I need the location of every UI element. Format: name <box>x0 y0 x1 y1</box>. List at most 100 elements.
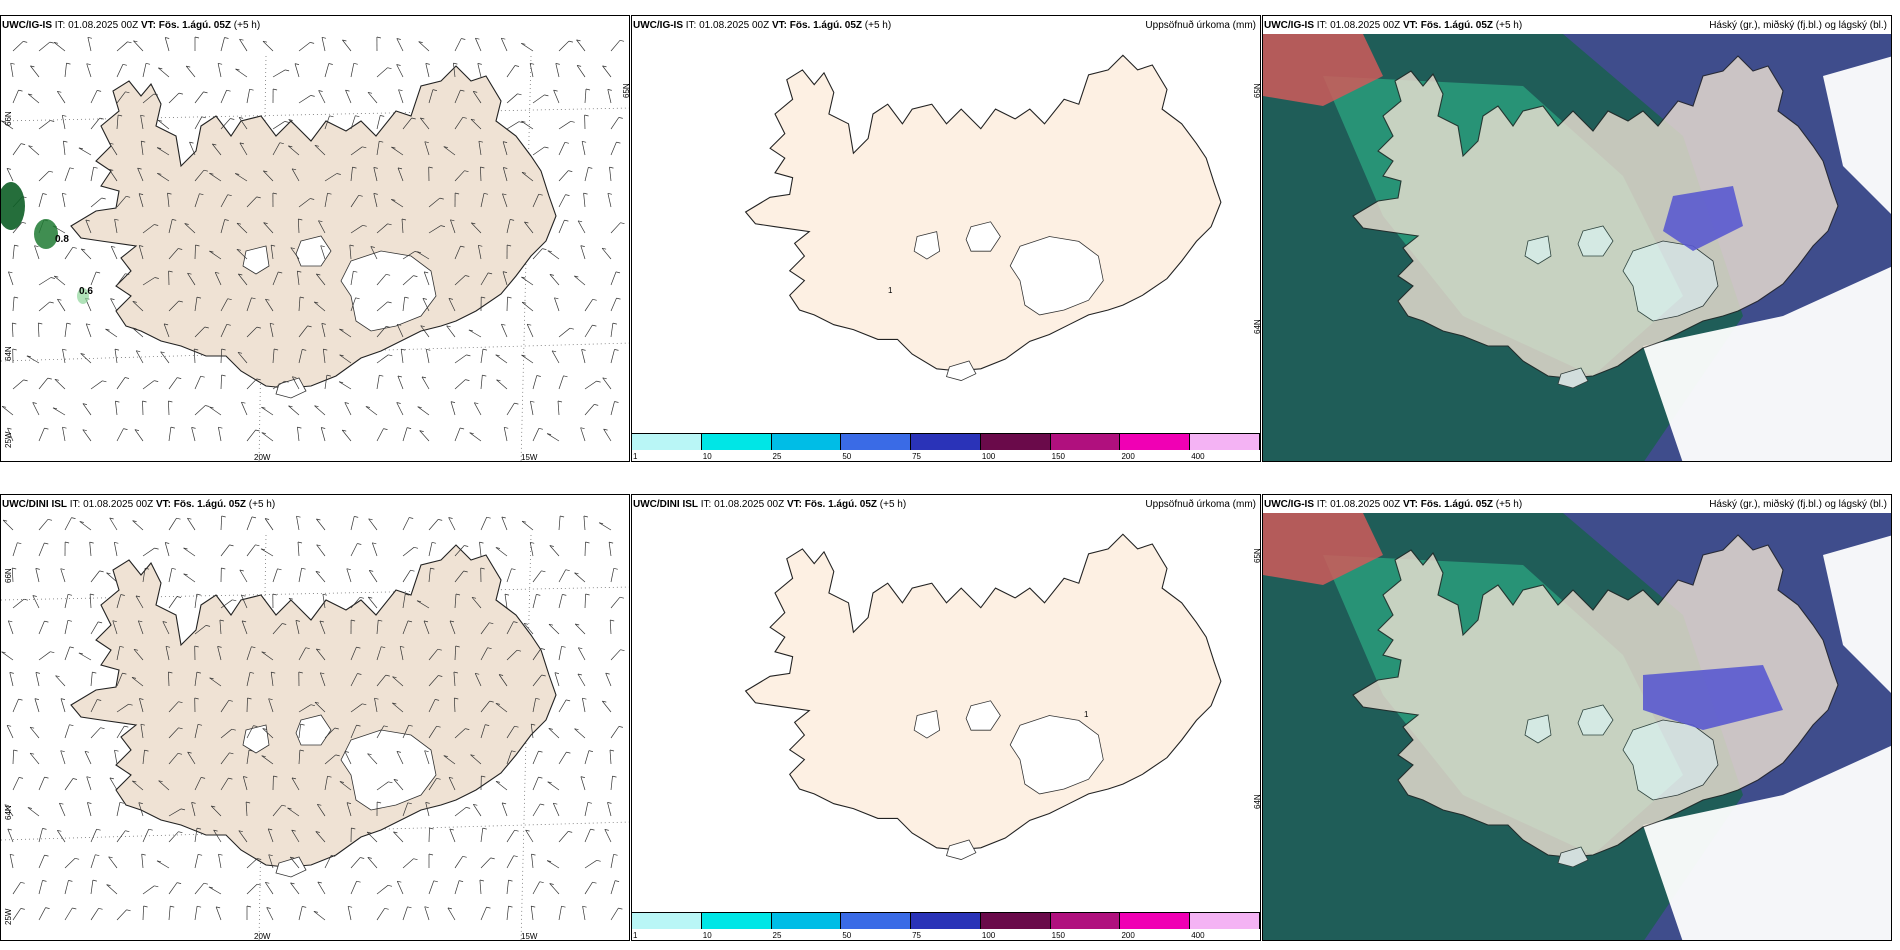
wind-barb-tick <box>199 193 204 196</box>
wind-barb <box>548 623 560 635</box>
wind-barb <box>553 89 560 104</box>
wind-barb <box>295 620 300 635</box>
wind-barb-tick <box>99 570 104 573</box>
wind-barb-tick <box>607 802 612 804</box>
wind-barb <box>298 325 308 338</box>
wind-barb-tick <box>513 621 518 623</box>
wind-barb-tick <box>184 223 189 225</box>
wind-barb <box>217 646 222 661</box>
wind-barb-tick <box>183 547 188 550</box>
wind-barb <box>580 427 586 442</box>
wind-barb <box>480 906 487 921</box>
wind-barb-tick <box>4 804 9 807</box>
wind-barb <box>261 651 274 661</box>
colorbar-swatch <box>841 912 912 929</box>
wind-barb <box>610 222 621 234</box>
wind-barb-tick <box>511 568 516 571</box>
wind-barb-tick <box>8 271 13 274</box>
wind-barb <box>132 520 144 531</box>
wind-barb <box>62 349 66 364</box>
wind-barb <box>532 94 545 104</box>
wind-barb-tick <box>178 727 183 730</box>
wind-barb <box>454 593 457 609</box>
wind-barb-tick <box>297 541 303 544</box>
wind-barb-tick <box>588 167 593 169</box>
wind-barb <box>376 646 382 661</box>
wind-barb-tick <box>568 40 573 43</box>
wind-barb <box>38 277 52 286</box>
wind-barb-tick <box>297 270 302 273</box>
wind-barb-tick <box>133 40 138 43</box>
wind-barb <box>367 596 378 609</box>
precip-panel-dini: UWC/DINI ISL IT: 01.08.2025 00Z VT: Fös.… <box>631 494 1261 941</box>
wind-barb <box>607 193 612 208</box>
wind-barb <box>236 249 248 260</box>
glacier-outline <box>242 245 270 275</box>
wind-barb <box>506 855 515 869</box>
wind-barb-tick <box>170 905 175 908</box>
wind-barb-tick <box>542 248 547 250</box>
wind-barb-tick <box>78 652 83 655</box>
wind-barb-tick <box>404 296 409 299</box>
wind-barb <box>266 907 274 921</box>
wind-barb-tick <box>256 326 261 329</box>
wind-barb <box>581 349 586 364</box>
wind-barb <box>502 271 508 286</box>
wind-barb-tick <box>566 699 571 702</box>
wind-barb-tick <box>57 298 62 301</box>
wind-barb <box>168 831 179 843</box>
wind-barb <box>116 428 124 442</box>
wind-barb <box>398 89 404 104</box>
wind-barb <box>12 777 20 791</box>
wind-barb-tick <box>213 829 218 832</box>
wind-barb <box>142 93 155 104</box>
wind-barb <box>608 542 612 557</box>
wind-barb <box>324 754 336 765</box>
wind-barb-tick <box>21 221 27 224</box>
wind-barb <box>448 298 456 312</box>
precip-blob <box>34 219 58 249</box>
wind-barb <box>574 728 586 739</box>
wind-barb <box>316 518 326 531</box>
lat-label-64-right: 64N <box>1253 794 1261 809</box>
wind-barb-tick <box>396 402 401 404</box>
wind-barb-tick <box>367 857 372 859</box>
wind-barb-tick <box>501 323 506 326</box>
wind-barb-tick <box>1 651 6 654</box>
wind-barb <box>34 245 40 260</box>
wind-barb <box>480 828 484 843</box>
wind-barb-tick <box>292 168 297 171</box>
wind-barb <box>194 193 200 208</box>
wind-barb <box>220 118 231 130</box>
wind-barb <box>158 67 170 78</box>
wind-barb-tick <box>44 854 49 857</box>
wind-barb <box>63 141 66 156</box>
wind-barb-tick <box>339 354 344 357</box>
wind-barb-tick <box>531 905 536 908</box>
wind-barb-tick <box>320 672 325 675</box>
wind-barb-tick <box>575 623 580 626</box>
wind-barb <box>425 63 430 78</box>
wind-barb-tick <box>157 147 162 149</box>
high-cloud-area <box>1263 513 1383 585</box>
wind-barb <box>424 906 430 921</box>
wind-barb-tick <box>139 245 144 247</box>
wind-barb-tick <box>574 572 579 575</box>
wind-barb-tick <box>226 89 231 92</box>
panel-header: UWC/DINI ISL IT: 01.08.2025 00Z VT: Fös.… <box>633 499 907 510</box>
wind-barb-tick <box>49 301 54 304</box>
wind-barb-tick <box>194 697 199 700</box>
wind-barb-tick <box>588 750 593 752</box>
wind-barb <box>549 274 560 286</box>
wind-barb-tick <box>391 199 396 201</box>
wind-barb-tick <box>265 518 270 520</box>
wind-barb-tick <box>393 831 398 834</box>
wind-barb <box>116 703 129 713</box>
wind-barb-tick <box>235 173 240 175</box>
wind-barb <box>506 621 514 635</box>
wind-barb <box>12 41 24 52</box>
wind-barb <box>610 776 613 791</box>
wind-barb <box>12 598 25 609</box>
wind-barb <box>342 39 352 52</box>
wind-barb-tick <box>284 121 289 123</box>
